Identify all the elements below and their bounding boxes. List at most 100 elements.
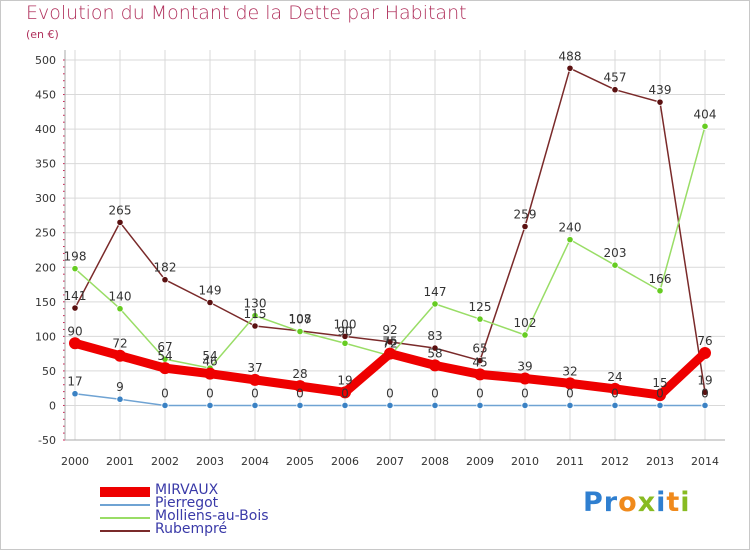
data-label: 259	[514, 208, 537, 222]
data-label: 90	[67, 324, 82, 338]
data-label: 83	[427, 329, 442, 343]
data-point	[71, 265, 79, 273]
data-label: 198	[64, 250, 87, 264]
data-label: 100	[334, 317, 357, 331]
data-label: 72	[382, 337, 397, 351]
data-label: 0	[431, 386, 439, 400]
data-label: 0	[566, 386, 574, 400]
data-point	[431, 344, 439, 352]
data-point	[521, 222, 529, 231]
data-label: 166	[649, 272, 672, 286]
data-label: 125	[469, 300, 492, 314]
data-label: 45	[472, 355, 487, 369]
data-label: 488	[559, 49, 582, 63]
data-point	[656, 401, 664, 410]
data-label: 107	[289, 313, 312, 327]
data-point	[386, 338, 394, 346]
data-point	[566, 401, 574, 410]
data-point	[116, 395, 124, 403]
data-point	[69, 337, 81, 350]
data-point	[609, 382, 621, 395]
data-label: 203	[604, 246, 627, 260]
data-point	[341, 339, 349, 347]
data-label: 15	[652, 376, 667, 390]
data-point	[656, 287, 664, 295]
data-point	[429, 359, 441, 372]
data-label: 72	[112, 337, 127, 351]
data-label: 240	[559, 221, 582, 235]
data-label: 54	[202, 349, 217, 363]
data-point	[341, 332, 349, 340]
y-tick-label: 0	[49, 399, 56, 412]
data-point	[159, 362, 171, 375]
x-tick-label: 2003	[196, 455, 224, 468]
data-point	[206, 401, 214, 410]
data-point	[431, 401, 439, 410]
y-tick-label: 400	[35, 123, 56, 136]
data-point	[296, 327, 304, 336]
data-label: 0	[521, 386, 529, 400]
data-label: 9	[116, 380, 124, 394]
data-label: 108	[289, 312, 312, 326]
data-point	[701, 122, 709, 130]
x-tick-label: 2012	[601, 455, 629, 468]
y-tick-label: 200	[35, 261, 56, 274]
data-label: 24	[607, 370, 622, 384]
data-point	[566, 236, 574, 244]
data-point	[656, 98, 664, 106]
data-label: 0	[296, 386, 304, 400]
legend-swatch	[100, 487, 150, 497]
data-point	[701, 401, 709, 410]
data-point	[701, 388, 709, 396]
data-label: 457	[604, 71, 627, 85]
logo-letter: t	[666, 487, 681, 518]
x-tick-label: 2005	[286, 455, 314, 468]
data-label: 19	[697, 373, 712, 387]
data-point	[116, 218, 124, 226]
data-label: 265	[109, 203, 132, 217]
proxiti-logo: Proxiti	[583, 487, 691, 518]
data-point	[521, 401, 529, 410]
chart-subtitle: (en €)	[26, 28, 59, 41]
data-point	[251, 312, 259, 320]
data-label: 130	[244, 297, 267, 311]
data-label: 92	[382, 323, 397, 337]
logo-letter: i	[680, 487, 691, 518]
x-tick-label: 2014	[691, 455, 719, 468]
data-label: 115	[244, 307, 267, 321]
data-point	[339, 386, 351, 399]
legend-swatch	[100, 530, 150, 532]
logo-letter: P	[583, 487, 604, 518]
data-point	[161, 276, 169, 284]
data-point	[206, 298, 214, 307]
legend-swatch	[100, 504, 150, 506]
data-point	[611, 401, 619, 410]
data-point	[249, 373, 261, 386]
x-tick-label: 2001	[106, 455, 134, 468]
data-label: 439	[649, 83, 672, 97]
chart-title: Evolution du Montant de la Dette par Hab…	[26, 2, 467, 24]
data-point	[474, 368, 486, 381]
data-label: 0	[701, 386, 709, 400]
data-point	[611, 86, 619, 94]
x-tick-label: 2000	[61, 455, 89, 468]
x-tick-label: 2013	[646, 455, 674, 468]
y-tick-label: 500	[35, 54, 56, 67]
data-label: 140	[109, 290, 132, 304]
data-label: 67	[157, 340, 172, 354]
data-label: 404	[694, 107, 717, 121]
x-tick-label: 2004	[241, 455, 269, 468]
data-label: 0	[341, 386, 349, 400]
data-point	[699, 346, 711, 359]
data-label: 17	[67, 375, 82, 389]
data-label: 58	[427, 346, 442, 360]
data-point	[521, 331, 529, 339]
legend-label: MIRVAUX	[155, 482, 219, 498]
data-label: 149	[199, 284, 222, 298]
data-label: 182	[154, 261, 177, 275]
data-point	[564, 377, 576, 390]
data-label: 46	[202, 355, 217, 369]
data-label: 147	[424, 285, 447, 299]
